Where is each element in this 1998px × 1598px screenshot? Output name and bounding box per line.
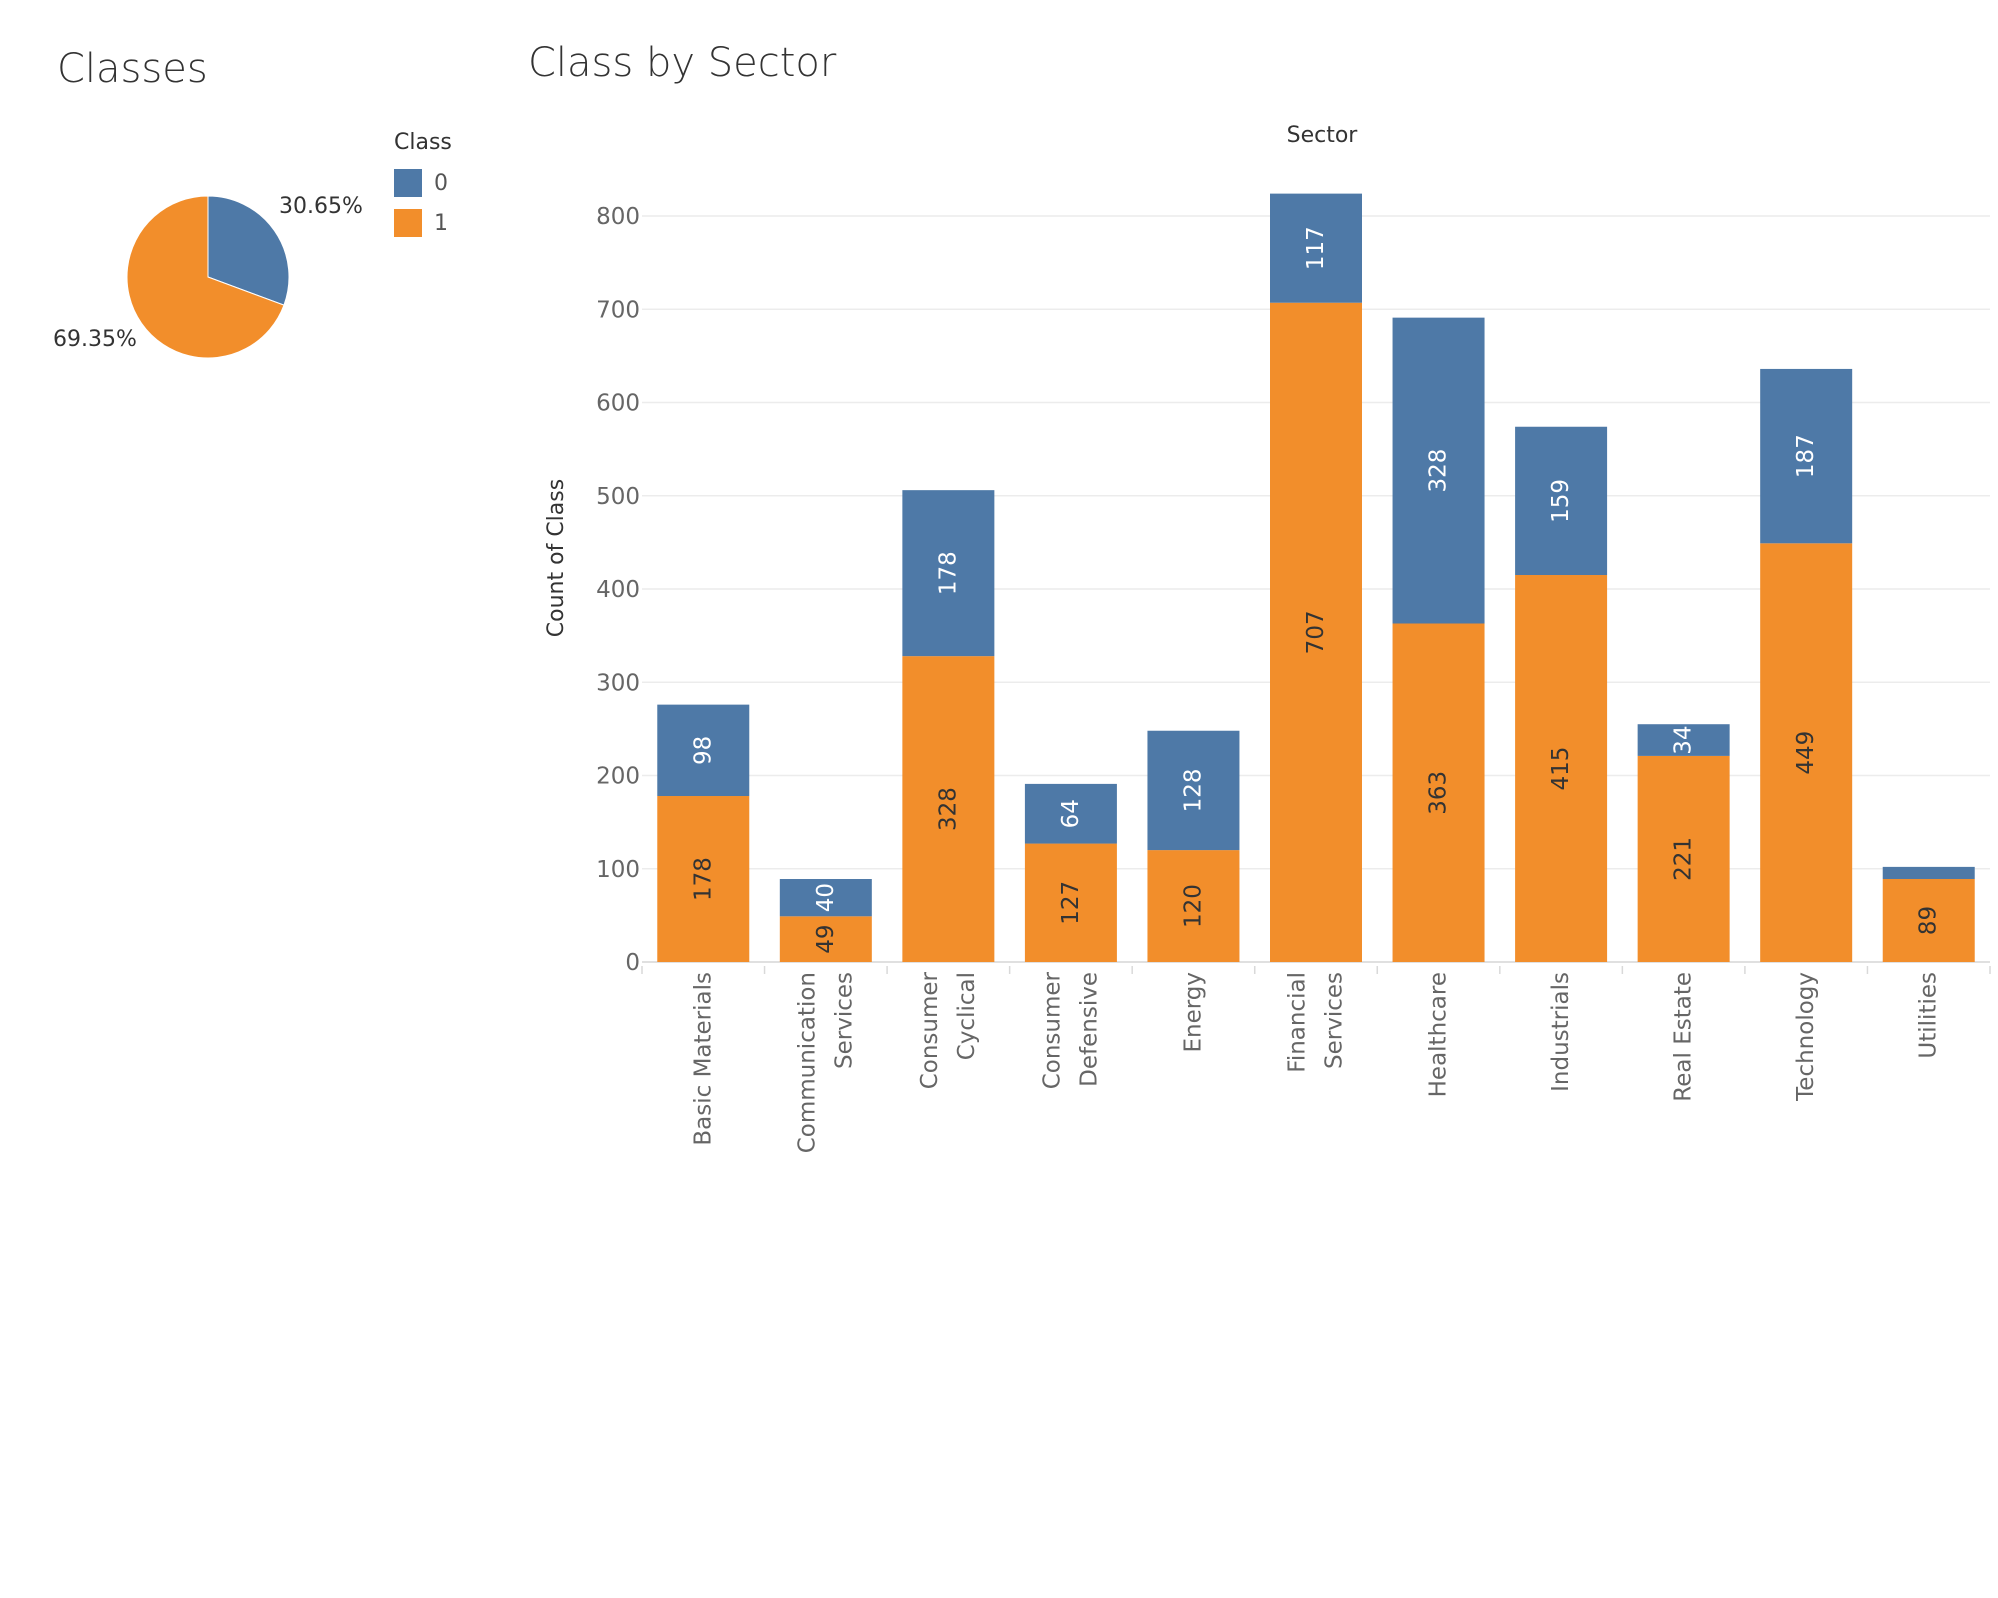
x-tick-label: Real Estate [1671,972,1697,1102]
legend-label-1: 1 [434,210,448,236]
bar-segment-class-0[interactable] [779,879,872,917]
bar-segment-class-1[interactable] [1760,543,1853,962]
x-tick-label: Utilities [1916,972,1942,1059]
bar-segment-class-1[interactable] [1147,850,1240,962]
y-tick-label: 300 [596,670,640,696]
x-axis-title: Sector [1287,123,1359,148]
bar-value-label: 159 [1548,479,1574,523]
y-tick-label: 800 [596,204,640,230]
y-tick-label: 700 [596,297,640,323]
pie-chart: 30.65% 69.35% [53,194,363,359]
bar-value-label: 363 [1426,771,1452,815]
bar-value-label: 128 [1180,768,1206,812]
bar-value-label: 64 [1058,799,1084,828]
bar-value-label: 178 [935,551,961,595]
pie-slice-0[interactable] [207,195,290,306]
bar-segment-class-1[interactable] [779,916,872,962]
bar-segment-class-1[interactable] [1882,879,1975,962]
bar-value-label: 221 [1671,837,1697,881]
x-tick-label: Technology [1793,972,1819,1102]
y-tick-label: 400 [596,577,640,603]
bar-segment-class-1[interactable] [1515,575,1608,962]
bar-chart-title: Class by Sector [528,40,837,86]
bar-segment-class-0[interactable] [657,704,750,797]
x-tick-label: Energy [1180,972,1206,1053]
bar-segment-class-0[interactable] [902,490,995,657]
legend-label-0: 0 [434,170,448,196]
bar-segment-class-0[interactable] [1882,866,1975,880]
bar-value-label: 49 [813,925,839,954]
bar-segment-class-1[interactable] [657,796,750,962]
x-tick-label: Basic Materials [690,972,716,1146]
bar-value-label: 178 [690,857,716,901]
x-tick-label: Communication [794,972,820,1153]
bar-value-label: 127 [1058,881,1084,925]
bar-value-label: 707 [1303,610,1329,654]
bar-segment-class-0[interactable] [1392,317,1485,624]
bar-segment-class-1[interactable] [902,656,995,962]
x-tick-label: Consumer [1039,971,1065,1089]
bar-segment-class-0[interactable] [1270,193,1362,303]
bar-value-label: 40 [813,883,839,912]
bar-segment-class-0[interactable] [1024,783,1117,844]
legend-item-0[interactable]: 0 [394,163,452,203]
legend-title: Class [394,130,452,155]
bar-segment-class-0[interactable] [1515,426,1608,576]
x-tick-label: Consumer [917,971,943,1089]
bar-value-label: 98 [690,736,716,765]
bar-segment-class-0[interactable] [1760,368,1853,544]
x-tick-label: Services [831,972,857,1069]
pie-slice-1[interactable] [126,195,285,359]
y-tick-label: 600 [596,391,640,417]
x-tick-label: Healthcare [1426,972,1452,1097]
bar-value-label: 89 [1916,906,1942,935]
bar-segment-class-0[interactable] [1637,724,1730,756]
bar-value-label: 415 [1548,747,1574,791]
y-axis-title: Count of Class [544,479,569,637]
pie-slice-label-0: 30.65% [279,194,363,219]
legend: Class 0 1 [394,130,452,243]
y-tick-label: 100 [596,857,640,883]
legend-swatch-1 [394,209,422,237]
legend-item-1[interactable]: 1 [394,203,452,243]
bar-value-label: 187 [1793,434,1819,478]
y-tick-label: 500 [596,484,640,510]
y-tick-label: 0 [625,950,640,976]
bar-segment-class-1[interactable] [1392,623,1485,962]
bar-value-label: 449 [1793,731,1819,775]
legend-swatch-0 [394,169,422,197]
pie-slice-label-1: 69.35% [53,327,137,352]
bar-value-label: 328 [1426,449,1452,493]
bar-value-label: 328 [935,787,961,831]
x-tick-label: Defensive [1076,972,1102,1087]
pie-chart-title: Classes [57,46,208,92]
bar-segment-class-0[interactable] [1147,730,1240,851]
bar-value-label: 120 [1180,884,1206,928]
x-tick-label: Cyclical [954,972,980,1060]
x-tick-label: Services [1322,972,1348,1069]
bar-value-label: 117 [1303,226,1329,270]
bar-value-label: 34 [1671,725,1697,754]
x-tick-label: Industrials [1548,972,1574,1092]
bar-segment-class-1[interactable] [1270,302,1362,962]
y-tick-label: 200 [596,764,640,790]
bar-segment-class-1[interactable] [1637,755,1730,962]
bar-segment-class-1[interactable] [1024,843,1117,962]
x-tick-label: Financial [1285,972,1311,1073]
